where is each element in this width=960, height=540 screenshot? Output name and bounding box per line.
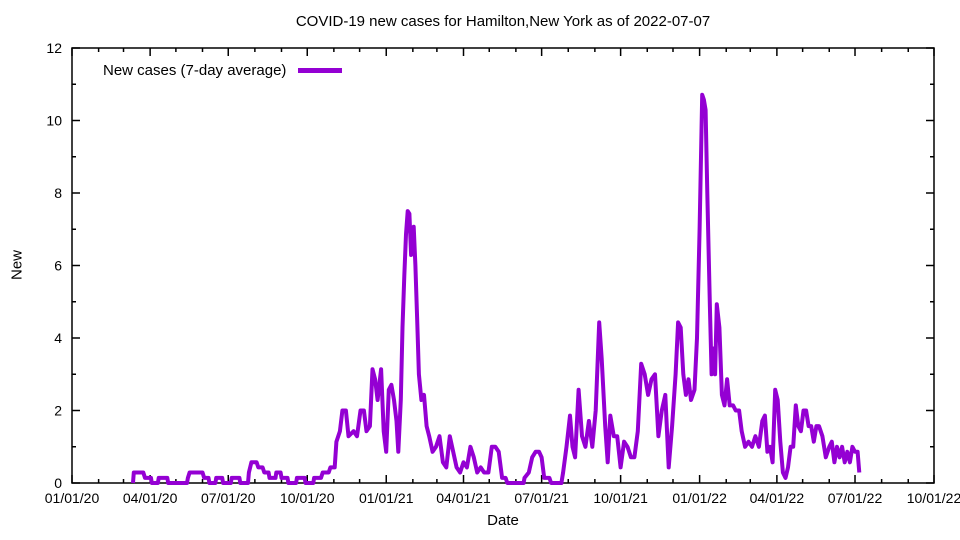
axis-ticks [71,47,935,484]
x-tick-label: 04/01/22 [750,490,805,506]
y-tick-label: 10 [46,113,62,129]
x-tick-label: 07/01/22 [828,490,883,506]
axis-tick-labels: 01/01/20 04/01/20 07/01/20 10/01/20 01/01/21… [45,40,960,506]
x-tick-label: 07/01/21 [514,490,569,506]
legend: New cases (7-day average) [103,62,343,79]
legend-line-sample [298,68,343,73]
x-tick-label: 01/01/22 [672,490,727,506]
x-tick-label: 10/01/22 [907,490,960,506]
x-axis-title: Date [487,512,519,529]
y-tick-label: 8 [54,185,62,201]
y-tick-label: 0 [54,475,62,491]
y-tick-label: 6 [54,258,62,274]
x-tick-label: 10/01/21 [593,490,648,506]
y-tick-label: 12 [46,40,62,56]
x-tick-label: 04/01/21 [436,490,491,506]
plot-border [71,47,935,484]
y-tick-label: 4 [54,330,62,346]
x-tick-label: 10/01/20 [280,490,335,506]
x-tick-label: 04/01/20 [123,490,178,506]
y-tick-label: 2 [54,403,62,419]
y-axis-title: New [8,249,26,281]
chart-title: COVID-19 new cases for Hamilton,New York… [295,13,711,30]
x-tick-label: 01/01/21 [359,490,414,506]
x-tick-label: 01/01/20 [45,490,100,506]
x-tick-label: 07/01/20 [201,490,256,506]
series-line-new-cases [131,92,862,485]
legend-label: New cases (7-day average) [103,62,287,79]
